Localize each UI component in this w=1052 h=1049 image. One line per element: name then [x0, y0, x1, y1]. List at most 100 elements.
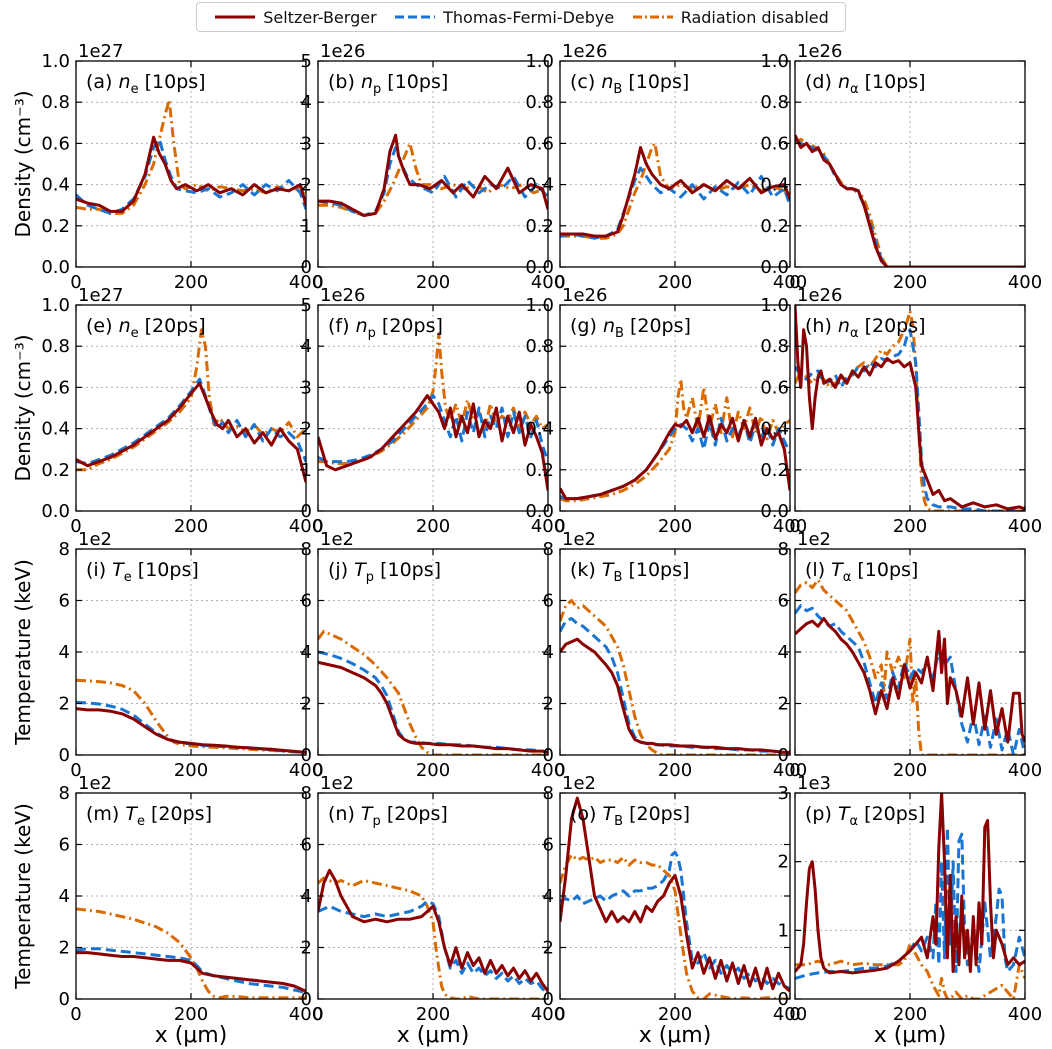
- ytick-label-c-5: 1.0: [525, 51, 554, 72]
- panel-title-time-d: [10ps]: [859, 71, 926, 93]
- ytick-label-n-2: 4: [301, 886, 312, 907]
- panel-p: 0 200 400 0 1 2 3 1e3 (p) Tα [20ps]: [778, 773, 1043, 1025]
- series-seltzer-berger-c: [560, 146, 790, 238]
- legend-swatch-radiation-disabled: [632, 15, 673, 19]
- scale-label-p: 1e3: [797, 773, 831, 794]
- legend-swatch-seltzer-berger: [215, 15, 256, 19]
- series-seltzer-berger-b: [318, 133, 548, 217]
- ytick-label-g-2: 0.4: [525, 419, 554, 440]
- panel-title-time-h: [20ps]: [859, 315, 926, 337]
- series-seltzer-berger-d: [795, 134, 1025, 267]
- ytick-label-l-0: 0: [778, 745, 789, 766]
- ytick-label-j-2: 4: [301, 642, 312, 663]
- xtick-label-g-1: 200: [658, 516, 692, 537]
- ytick-label-g-4: 0.8: [525, 336, 554, 357]
- series-radiation-disabled-j: [318, 629, 548, 755]
- xtick-label-p-0: 0: [789, 1004, 800, 1025]
- ytick-label-f-0: 0: [301, 501, 312, 522]
- ytick-label-o-4: 8: [543, 783, 554, 804]
- panel-title-label-i: (i): [86, 559, 112, 581]
- panel-title-sub-g: B: [615, 326, 624, 341]
- ytick-label-j-0: 0: [301, 745, 312, 766]
- panel-title-sub-p: α: [850, 814, 859, 829]
- panel-title-var-f: n: [356, 315, 368, 337]
- ytick-label-h-2: 0.4: [760, 419, 789, 440]
- panel-title-k: (k) TB [10ps]: [570, 559, 689, 585]
- ytick-label-g-5: 1.0: [525, 295, 554, 316]
- panel-title-time-b: [10ps]: [381, 71, 448, 93]
- panel-title-var-h: n: [838, 315, 850, 337]
- ytick-label-l-2: 4: [778, 642, 789, 663]
- xtick-label-n-0: 0: [312, 1004, 323, 1025]
- xtick-label-d-1: 200: [893, 272, 927, 293]
- series-seltzer-berger-j: [318, 660, 548, 754]
- legend-label-radiation-disabled: Radiation disabled: [680, 7, 829, 27]
- ytick-label-b-0: 0: [301, 257, 312, 278]
- panel-title-sub-i: e: [124, 570, 132, 585]
- xtick-label-p-2: 400: [1008, 1004, 1042, 1025]
- ytick-label-a-4: 0.8: [41, 92, 70, 113]
- ylabel-row-4: Temperature (keV): [11, 803, 35, 990]
- ytick-label-p-3: 3: [778, 783, 789, 804]
- legend-item-seltzer-berger: Seltzer-Berger: [213, 8, 377, 27]
- panel-title-sub-k: B: [613, 570, 622, 585]
- panel-title-label-d: (d): [805, 71, 838, 93]
- series-thomas-fermi-debye-m: [76, 947, 306, 995]
- ytick-label-i-4: 8: [59, 539, 70, 560]
- ytick-label-b-3: 3: [301, 133, 312, 154]
- scale-label-i: 1e2: [78, 529, 112, 550]
- xtick-label-o-2: 400: [773, 1004, 807, 1025]
- panel-title-sub-h: α: [850, 326, 859, 341]
- panel-title-var-d: n: [838, 71, 850, 93]
- ytick-label-k-2: 4: [543, 642, 554, 663]
- scale-label-d: 1e26: [797, 41, 842, 62]
- series-thomas-fermi-debye-l: [795, 604, 1025, 755]
- panel-title-label-g: (g): [570, 315, 603, 337]
- panel-title-var-n: T: [361, 803, 374, 825]
- ytick-label-f-2: 2: [301, 419, 312, 440]
- series-seltzer-berger-g: [560, 414, 790, 501]
- xtick-label-h-1: 200: [893, 516, 927, 537]
- panel-title-time-f: [20ps]: [376, 315, 443, 337]
- panel-title-h: (h) nα [20ps]: [805, 315, 926, 341]
- ytick-label-h-5: 1.0: [760, 295, 789, 316]
- panel-title-a: (a) ne [10ps]: [86, 71, 206, 97]
- panel-title-var-m: T: [125, 803, 138, 825]
- ytick-label-h-1: 0.2: [760, 460, 789, 481]
- scale-label-j: 1e2: [320, 529, 354, 550]
- series-thomas-fermi-debye-n: [318, 899, 548, 996]
- ytick-label-d-0: 0.0: [760, 257, 789, 278]
- panel-title-var-j: T: [354, 559, 367, 581]
- ytick-label-f-3: 3: [301, 377, 312, 398]
- ytick-label-e-5: 1.0: [41, 295, 70, 316]
- series-seltzer-berger-h: [795, 305, 1025, 511]
- panel-title-var-k: T: [602, 559, 615, 581]
- scale-label-c: 1e26: [562, 41, 607, 62]
- ytick-label-f-4: 4: [301, 336, 312, 357]
- ytick-label-m-4: 8: [59, 783, 70, 804]
- ytick-label-e-4: 0.8: [41, 336, 70, 357]
- panel-title-sub-b: p: [373, 82, 381, 97]
- ytick-label-e-2: 0.4: [41, 419, 70, 440]
- panel-title-time-k: [10ps]: [622, 559, 689, 581]
- xtick-label-k-1: 200: [658, 760, 692, 781]
- ytick-label-k-1: 2: [543, 694, 554, 715]
- panel-title-label-n: (n): [328, 803, 361, 825]
- scale-label-e: 1e27: [78, 285, 123, 306]
- xtick-label-n-2: 400: [531, 1004, 565, 1025]
- series-seltzer-berger-a: [76, 135, 306, 213]
- legend-item-radiation-disabled: Radiation disabled: [631, 8, 829, 27]
- series-thomas-fermi-debye-j: [318, 650, 548, 754]
- xtick-label-n-1: 200: [416, 1004, 450, 1025]
- xtick-label-b-2: 400: [531, 272, 565, 293]
- ytick-label-b-2: 2: [301, 175, 312, 196]
- xtick-label-b-0: 0: [312, 272, 323, 293]
- ytick-label-l-1: 2: [778, 694, 789, 715]
- xtick-label-j-1: 200: [416, 760, 450, 781]
- panel-title-time-n: [20ps]: [381, 803, 448, 825]
- xtick-label-e-2: 400: [289, 516, 323, 537]
